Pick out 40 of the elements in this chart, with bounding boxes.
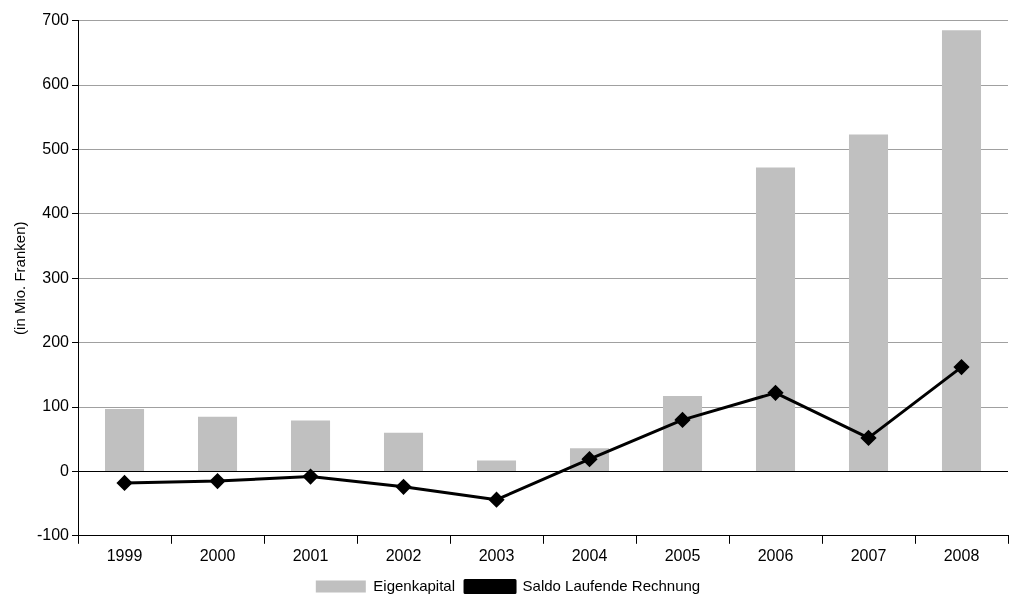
x-tick-label: 2000 <box>199 546 236 564</box>
y-tick-label: 100 <box>42 397 70 415</box>
y-tick-label: 600 <box>42 75 70 93</box>
bar <box>290 420 331 471</box>
bar <box>941 30 982 471</box>
y-tick-label: 200 <box>42 333 70 351</box>
x-tick-label: 2001 <box>292 546 329 564</box>
bar <box>848 134 889 471</box>
y-tick-label: 500 <box>42 139 70 157</box>
x-tick-label: 2005 <box>664 546 701 564</box>
y-tick-label: 700 <box>42 11 70 29</box>
point <box>954 359 969 375</box>
x-tick-label: 2007 <box>850 546 887 564</box>
x-tick-label: 2004 <box>571 546 608 564</box>
x-tick-label: 2002 <box>385 546 422 564</box>
bar <box>104 408 145 471</box>
legend-label: Eigenkapital <box>373 576 456 594</box>
y-tick-label: 400 <box>42 204 70 222</box>
bar <box>476 460 517 471</box>
bar <box>662 396 703 471</box>
point <box>396 479 412 495</box>
legend-label: Saldo Laufende Rechnung <box>522 576 701 594</box>
x-tick-label: 2008 <box>943 546 980 564</box>
x-tick-label: 1999 <box>106 546 143 564</box>
y-tick-label: 0 <box>60 461 70 479</box>
bar <box>197 416 238 471</box>
x-tick-label: 2006 <box>757 546 794 564</box>
point <box>117 475 133 491</box>
point <box>303 469 319 485</box>
y-tick-label: 300 <box>42 268 70 286</box>
point <box>768 385 784 401</box>
point <box>675 412 691 428</box>
point <box>861 430 876 446</box>
x-tick-label: 2003 <box>478 546 515 564</box>
y-tick-label: -100 <box>36 526 70 544</box>
point <box>210 473 226 489</box>
bar <box>755 167 796 471</box>
y-axis-title: (in Mio. Franken) <box>11 221 29 335</box>
point <box>489 492 505 508</box>
bar <box>383 432 424 471</box>
